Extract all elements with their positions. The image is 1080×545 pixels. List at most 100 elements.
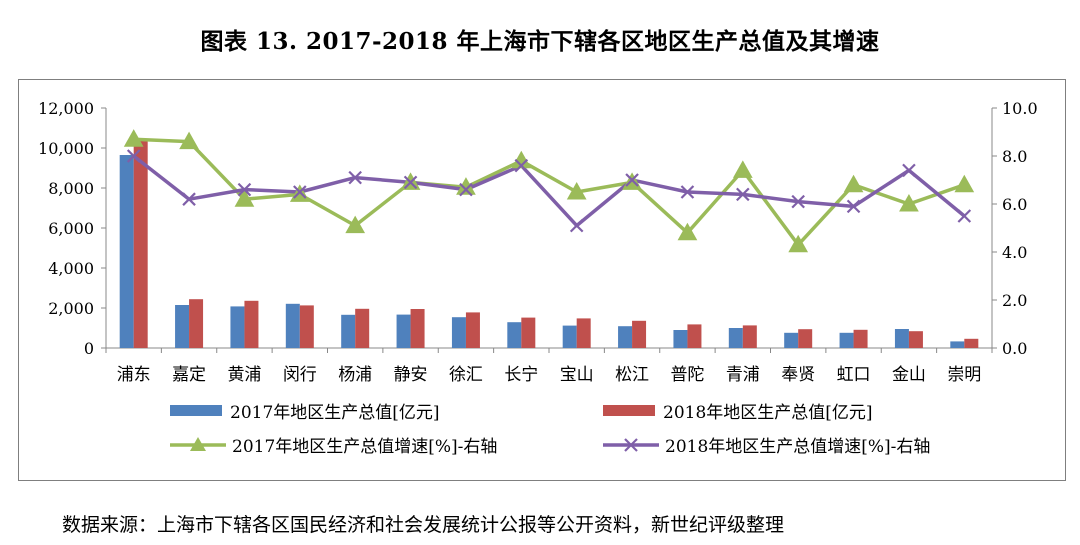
growth-2017-marker	[732, 160, 753, 178]
category-label: 闵行	[283, 365, 317, 385]
bar-2018	[133, 138, 148, 348]
category-label: 虹口	[837, 365, 871, 385]
bar-2018	[299, 305, 314, 348]
growth-2017-marker	[123, 129, 144, 147]
bar-2017	[451, 317, 466, 348]
legend-swatch	[603, 405, 655, 416]
bar-2017	[618, 326, 633, 348]
chart-title: 图表 13. 2017-2018 年上海市下辖各区地区生产总值及其增速	[200, 28, 880, 55]
right-tick-label: 6.0	[1002, 195, 1027, 214]
bar-2017	[728, 328, 743, 348]
bar-2017	[230, 306, 245, 348]
bar-2018	[576, 318, 591, 348]
legend-item: 2017年地区生产总值增速[%]-右轴	[170, 437, 497, 457]
legend-label: 2017年地区生产总值增速[%]-右轴	[232, 437, 497, 457]
bar-2017	[341, 314, 356, 348]
growth-2017-marker	[234, 189, 255, 207]
growth-2017-marker	[566, 181, 587, 200]
chart-frame	[18, 79, 1066, 481]
growth-2017-marker	[899, 193, 919, 212]
growth-2018-marker	[957, 209, 972, 223]
growth-2018-marker	[348, 170, 362, 185]
right-tick-label: 2.0	[1002, 291, 1027, 310]
growth-2018-line	[132, 154, 966, 228]
category-label: 长宁	[504, 365, 538, 385]
bar-2017	[894, 329, 909, 348]
growth-2018-marker	[126, 149, 141, 163]
category-label: 青浦	[726, 365, 760, 385]
bar-2018	[908, 331, 923, 348]
category-label: 黄浦	[227, 365, 261, 385]
category-label: 普陀	[670, 365, 704, 385]
right-tick-label: 4.0	[1002, 243, 1027, 262]
growth-2018-marker	[182, 192, 196, 206]
legend-label: 2018年地区生产总值[亿元]	[663, 403, 873, 423]
growth-2018-marker	[791, 194, 805, 209]
left-tick-label: 4,000	[48, 259, 94, 278]
bar-2017	[839, 332, 854, 348]
legend-marker	[624, 438, 638, 452]
data-source-note: 数据来源：上海市下辖各区国民经济和社会发展统计公报等公开资料，新世纪评级整理	[62, 514, 785, 536]
right-tick-label: 8.0	[1002, 147, 1027, 166]
bar-2017	[562, 325, 577, 348]
growth-2017-marker	[954, 174, 975, 193]
growth-2018-marker	[237, 182, 252, 197]
category-label: 徐汇	[449, 365, 483, 385]
growth-2017-marker	[677, 222, 698, 241]
growth-2018-marker	[625, 173, 639, 187]
legend-label: 2018年地区生产总值增速[%]-右轴	[665, 437, 930, 457]
category-label: 静安	[394, 365, 428, 385]
category-label: 松江	[615, 365, 649, 385]
bar-2018	[355, 308, 370, 348]
legend-label: 2017年地区生产总值[亿元]	[230, 403, 440, 423]
left-tick-label: 2,000	[48, 299, 94, 318]
growth-2018-marker	[293, 185, 307, 199]
bar-2017	[175, 305, 190, 348]
legend-swatch	[170, 405, 222, 416]
growth-2018-marker	[680, 185, 695, 199]
left-tick-label: 0	[84, 339, 94, 358]
bar-2017	[507, 322, 522, 348]
growth-2018-marker	[514, 158, 529, 173]
left-tick-label: 6,000	[48, 219, 94, 238]
bar-2018	[632, 320, 647, 348]
growth-2018-marker	[459, 182, 473, 197]
left-tick-label: 8,000	[48, 179, 94, 198]
growth-2018-marker	[902, 163, 916, 178]
bar-2018	[465, 312, 480, 348]
category-label: 杨浦	[338, 365, 372, 385]
right-tick-label: 10.0	[1002, 99, 1038, 118]
bar-2017	[285, 303, 300, 348]
bar-2017	[119, 155, 134, 348]
category-label: 奉贤	[781, 365, 815, 385]
category-label: 嘉定	[172, 365, 206, 385]
bar-2018	[521, 317, 536, 348]
bar-2018	[410, 309, 425, 348]
bar-2018	[687, 324, 702, 348]
bar-2018	[742, 325, 757, 348]
growth-2018-marker	[736, 187, 750, 202]
legend-item: 2018年地区生产总值[亿元]	[603, 403, 873, 423]
left-tick-label: 12,000	[38, 99, 94, 118]
legend-item: 2018年地区生产总值增速[%]-右轴	[603, 437, 930, 457]
category-label: 宝山	[560, 365, 594, 385]
bar-2018	[189, 299, 204, 348]
bar-2017	[673, 330, 688, 348]
bar-2018	[244, 300, 259, 348]
growth-2018-marker	[846, 199, 861, 214]
bar-2018	[964, 338, 979, 348]
growth-2017-marker	[345, 215, 366, 234]
growth-2017-marker	[788, 234, 809, 253]
growth-2018-marker	[569, 218, 584, 233]
right-tick-label: 0.0	[1002, 339, 1027, 358]
growth-2018-marker	[403, 175, 418, 190]
growth-2017-marker	[179, 131, 199, 150]
category-label: 浦东	[117, 365, 151, 385]
bar-2017	[396, 314, 411, 348]
bar-2018	[853, 329, 868, 348]
category-label: 金山	[892, 365, 926, 385]
left-tick-label: 10,000	[38, 139, 94, 158]
legend-item: 2017年地区生产总值[亿元]	[170, 403, 440, 423]
legend-marker	[190, 437, 206, 451]
